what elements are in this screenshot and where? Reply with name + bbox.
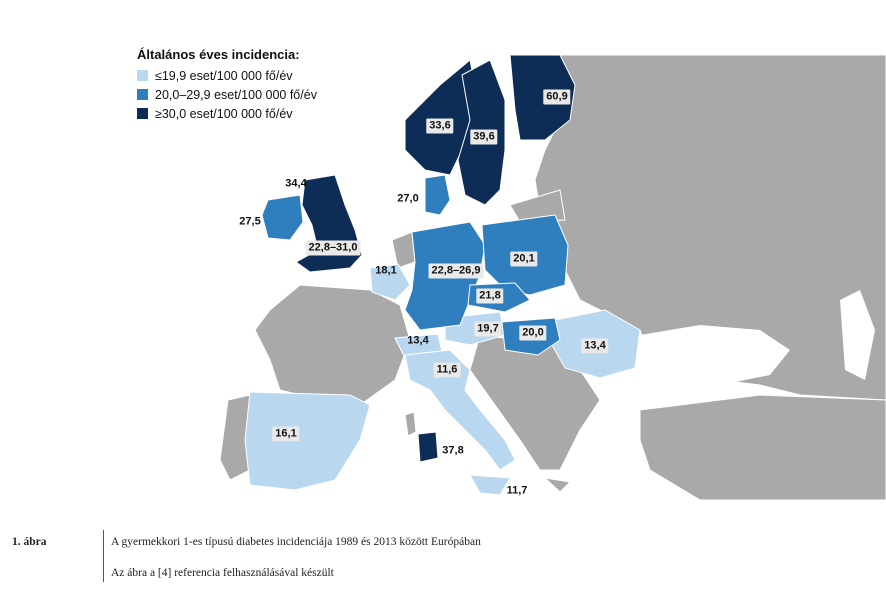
label-spain: 16,1 xyxy=(272,426,300,442)
legend-title: Általános éves incidencia: xyxy=(137,47,300,62)
region-denmark xyxy=(424,174,451,216)
figure-caption-block: 1. ábra A gyermekkori 1-es típusú diabet… xyxy=(0,522,886,594)
figure-caption: A gyermekkori 1-es típusú diabetes incid… xyxy=(111,536,481,548)
region-finland xyxy=(509,54,576,141)
category-low xyxy=(244,263,641,496)
label-denmark: 27,0 xyxy=(397,192,419,205)
figure-source: Az ábra a [4] referencia felhasználásáva… xyxy=(111,567,334,579)
label-finland: 60,9 xyxy=(543,89,571,105)
region-spain xyxy=(244,391,371,491)
legend-item-mid: 20,0–29,9 eset/100 000 fő/év xyxy=(137,85,317,104)
label-sweden: 39,6 xyxy=(470,129,498,145)
figure-label: 1. ábra xyxy=(12,536,47,548)
legend-item-high: ≥30,0 eset/100 000 fő/év xyxy=(137,104,317,123)
label-norway: 33,6 xyxy=(426,118,454,134)
label-sicily: 11,7 xyxy=(506,484,528,497)
label-hungary: 20,0 xyxy=(519,325,547,341)
label-uk: 22,8–31,0 xyxy=(305,240,361,256)
legend-label-high: ≥30,0 eset/100 000 fő/év xyxy=(155,106,293,121)
legend-swatch-low xyxy=(137,70,148,81)
region-sardinia xyxy=(417,431,439,463)
region-sicily xyxy=(469,474,511,496)
label-czech: 21,8 xyxy=(476,288,504,304)
legend-label-mid: 20,0–29,9 eset/100 000 fő/év xyxy=(155,87,317,102)
caption-divider xyxy=(103,530,104,582)
label-switzerland: 13,4 xyxy=(407,334,429,347)
label-poland: 20,1 xyxy=(510,251,538,267)
label-italy: 11,6 xyxy=(433,362,461,378)
label-belgium: 18,1 xyxy=(375,264,397,277)
label-romania: 13,4 xyxy=(581,338,609,354)
legend-swatch-mid xyxy=(137,89,148,100)
label-sardinia: 37,8 xyxy=(442,444,464,457)
label-austria: 19,7 xyxy=(474,321,502,337)
legend-item-low: ≤19,9 eset/100 000 fő/év xyxy=(137,66,317,85)
map-canvas xyxy=(219,54,886,500)
label-ireland: 27,5 xyxy=(239,215,261,228)
region-ireland xyxy=(261,194,304,241)
label-scotland: 34,4 xyxy=(285,177,307,190)
europe-map: Általános éves incidencia: ≤19,9 eset/10… xyxy=(137,47,886,500)
region-italy xyxy=(404,349,516,471)
map-legend: Általános éves incidencia: ≤19,9 eset/10… xyxy=(137,47,317,123)
region-belgium xyxy=(369,263,411,301)
legend-swatch-high xyxy=(137,108,148,119)
legend-label-low: ≤19,9 eset/100 000 fő/év xyxy=(155,68,293,83)
label-germany: 22,8–26,9 xyxy=(428,263,484,279)
